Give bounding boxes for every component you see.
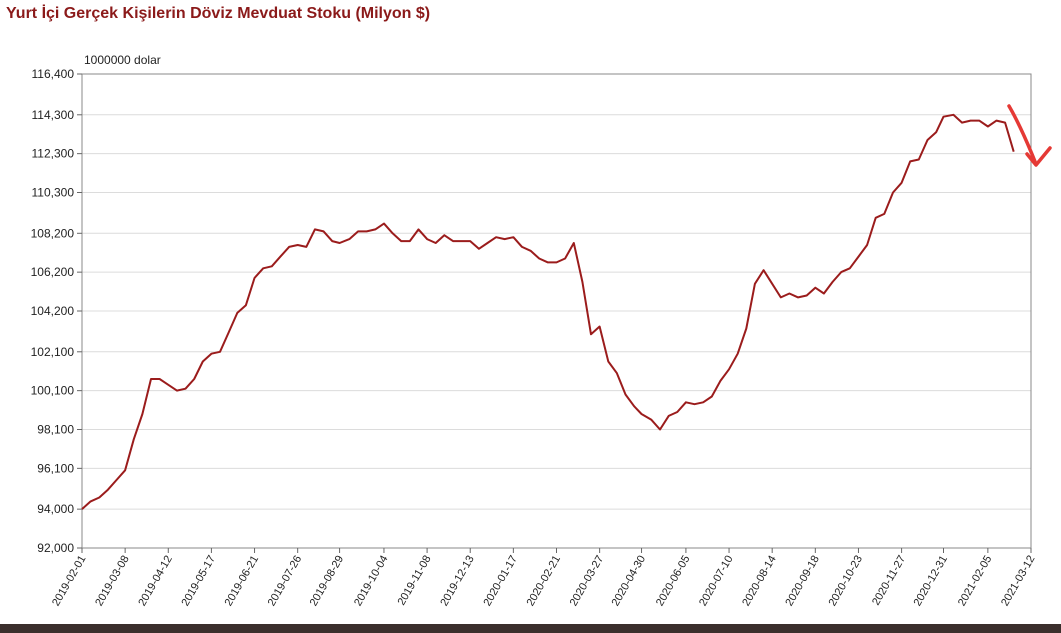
x-tick-label: 2019-03-08 [93,554,132,609]
x-tick-label: 2020-09-18 [783,554,822,609]
y-tick-label: 116,400 [32,67,75,81]
y-tick-label: 102,100 [31,345,75,359]
x-tick-label: 2019-08-29 [308,554,347,609]
x-tick-label: 2020-07-10 [697,554,736,609]
y-tick-label: 98,100 [37,423,74,437]
y-tick-label: 106,200 [31,265,75,279]
x-tick-label: 2020-04-30 [610,554,649,609]
x-tick-label: 2020-06-05 [654,554,693,609]
x-tick-label: 2020-11-27 [870,554,908,608]
x-tick-label: 2021-02-05 [956,554,995,609]
gridlines [82,73,1031,549]
x-tick-label: 2019-12-13 [438,554,477,609]
y-axis-unit-label: 1000000 dolar [84,53,161,67]
series-layer [81,113,1015,510]
y-tick-label: 94,000 [37,502,74,516]
x-tick-label: 2019-04-12 [136,554,175,609]
y-tick-label: 110,300 [32,186,75,200]
y-tick-label: 104,200 [31,304,75,318]
y-tick-label: 92,000 [37,541,74,555]
x-tick-label: 2019-02-01 [50,554,89,609]
red-arrow-head [1025,146,1052,167]
annotation-layer [1007,104,1052,167]
x-tick-label: 2020-01-17 [481,554,520,609]
y-axis-ticks: 92,000 94,000 96,100 98,100 100,100 102,100 10… [31,67,82,555]
x-tick-label: 2020-08-14 [740,554,779,609]
x-axis-ticks: 2019-02-01 2019-03-08 2019-04-12 2019-05-17… [50,548,1038,608]
x-tick-label: 2019-10-04 [352,554,391,609]
y-tick-label: 114,300 [32,108,75,122]
y-tick-label: 96,100 [37,461,74,475]
y-tick-label: 108,200 [31,226,75,240]
series-line [81,113,1015,510]
x-tick-label: 2020-02-21 [525,554,564,609]
y-tick-label: 112,300 [32,147,75,161]
x-tick-label: 2019-07-26 [266,554,305,609]
x-tick-label: 2020-03-27 [568,554,607,609]
x-tick-label: 2019-11-08 [396,554,434,608]
y-tick-label: 100,100 [31,384,75,398]
red-arrow-shaft [1007,104,1038,166]
x-tick-label: 2020-10-23 [827,554,866,609]
bottom-bar [0,624,1061,633]
chart-title: Yurt İçi Gerçek Kişilerin Döviz Mevduat … [6,5,431,22]
x-tick-label: 2020-12-31 [912,554,951,609]
x-tick-label: 2019-06-21 [223,554,262,609]
x-tick-label: 2021-03-12 [999,554,1038,609]
x-tick-label: 2019-05-17 [179,554,218,609]
